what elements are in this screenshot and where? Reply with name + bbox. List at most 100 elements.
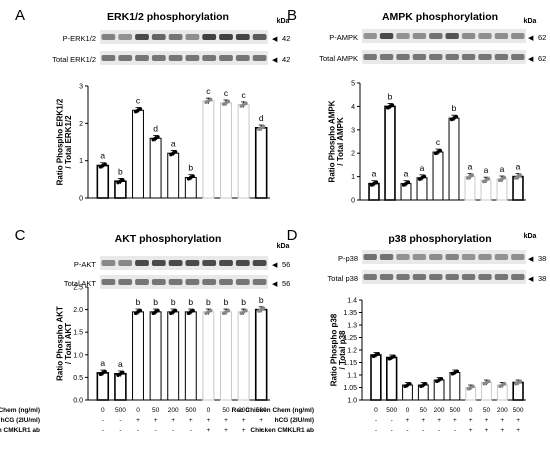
blot-band (494, 254, 509, 260)
y-axis-label: Ratio Phospho AMPK/ Total AMPK (327, 100, 345, 182)
blot-band (478, 254, 492, 260)
panel-title: p38 phosphorylation (388, 233, 491, 245)
blot-band (445, 33, 459, 39)
bar (149, 137, 162, 199)
blot-band (235, 55, 250, 61)
blot-band (101, 34, 116, 40)
data-point (103, 369, 107, 374)
sig-letter: b (188, 297, 193, 307)
data-point (173, 150, 178, 154)
blot-band (151, 34, 166, 40)
condition-value: - (102, 417, 104, 424)
y-axis-label-line: / Total ERK1/2 (64, 115, 73, 169)
blot-band (363, 254, 377, 260)
blot-band (101, 260, 116, 266)
condition-value: - (190, 427, 192, 434)
blot-band (412, 33, 427, 39)
y-tick-label: 4 (351, 104, 355, 111)
bar (167, 152, 180, 199)
sig-letter: a (100, 151, 105, 161)
y-axis-label-line: Ratio Phospho p38 (329, 313, 338, 386)
data-point (261, 306, 266, 311)
blot-band (135, 260, 149, 266)
condition-value: 200 (434, 407, 445, 414)
bar (96, 164, 110, 199)
bar (202, 100, 215, 199)
y-tick-label: 1.35 (343, 310, 357, 317)
sig-letter: b (136, 297, 141, 307)
y-axis-label: Ratio Phospho ERK1/2/ Total ERK1/2 (55, 98, 73, 185)
band-arrow-icon: ◀ (528, 276, 534, 283)
data-point (208, 97, 213, 102)
condition-value: - (102, 427, 104, 434)
condition-value: + (437, 417, 441, 424)
sig-letter: d (259, 113, 264, 123)
blot-label: P-p38 (338, 254, 358, 263)
blot-band (445, 54, 459, 60)
sig-letter: a (516, 162, 521, 172)
panel-letter: C (15, 227, 26, 244)
blot-band (494, 274, 509, 280)
sig-letter: c (224, 88, 229, 98)
data-point (208, 308, 213, 313)
condition-value: + (485, 417, 489, 424)
blot-band (412, 274, 427, 280)
band-arrow-icon: ◀ (272, 36, 278, 43)
blot-band (478, 274, 492, 280)
sig-letter: a (420, 163, 425, 173)
panel-c: C AKT phosphorylation kDa P-AKT ◀ 56 Total AKT… (0, 227, 290, 434)
sig-letter: b (118, 166, 123, 176)
data-point (390, 103, 395, 107)
blot-band (494, 54, 509, 60)
condition-value: + (224, 417, 228, 424)
band-size: 38 (538, 254, 546, 263)
blot-band (379, 254, 394, 260)
blot-band (151, 260, 166, 266)
bar (384, 105, 396, 201)
blot-band (135, 55, 149, 61)
panel-letter: A (15, 7, 25, 24)
bar (132, 311, 144, 401)
blot-label: Total ERK1/2 (52, 55, 96, 64)
data-point (244, 308, 248, 313)
blot-band (235, 34, 250, 40)
condition-row-label: hCG (2IU/ml) (275, 417, 314, 424)
bar (237, 104, 250, 199)
condition-value: 200 (497, 407, 508, 414)
y-axis-label: Ratio Phospho p38/ Total p38 (329, 313, 347, 386)
blot-band (252, 279, 267, 285)
blot-band (396, 254, 410, 260)
kda-label: kDa (524, 18, 537, 25)
condition-value: 0 (101, 407, 105, 414)
data-point (392, 354, 396, 359)
condition-value: + (242, 417, 246, 424)
condition-value: + (500, 427, 504, 434)
condition-value: + (171, 417, 175, 424)
band-size: 56 (282, 260, 290, 269)
blot-band (219, 55, 233, 61)
bar (512, 381, 524, 401)
condition-row-label: Rec Chicken Chem (ng/ml) (0, 407, 40, 414)
data-point (261, 124, 266, 129)
blot-band (202, 279, 217, 285)
blot-strip (100, 256, 268, 270)
blot-band (379, 33, 394, 39)
bar (386, 356, 398, 401)
condition-value: - (172, 427, 174, 434)
y-tick-label: 2 (351, 151, 355, 158)
data-point (422, 174, 427, 179)
blot-label: Total AMPK (319, 54, 358, 63)
blot-band (185, 279, 200, 285)
sig-letter: b (188, 163, 193, 173)
sig-letter: b (171, 297, 176, 307)
bar (220, 102, 232, 199)
bar (220, 311, 232, 401)
blot-strip (100, 51, 268, 65)
condition-value: 200 (238, 407, 249, 414)
band-size: 38 (538, 274, 546, 283)
data-point (244, 101, 248, 106)
bar (432, 151, 444, 201)
blot-band (461, 254, 476, 260)
blot-band (511, 274, 525, 280)
